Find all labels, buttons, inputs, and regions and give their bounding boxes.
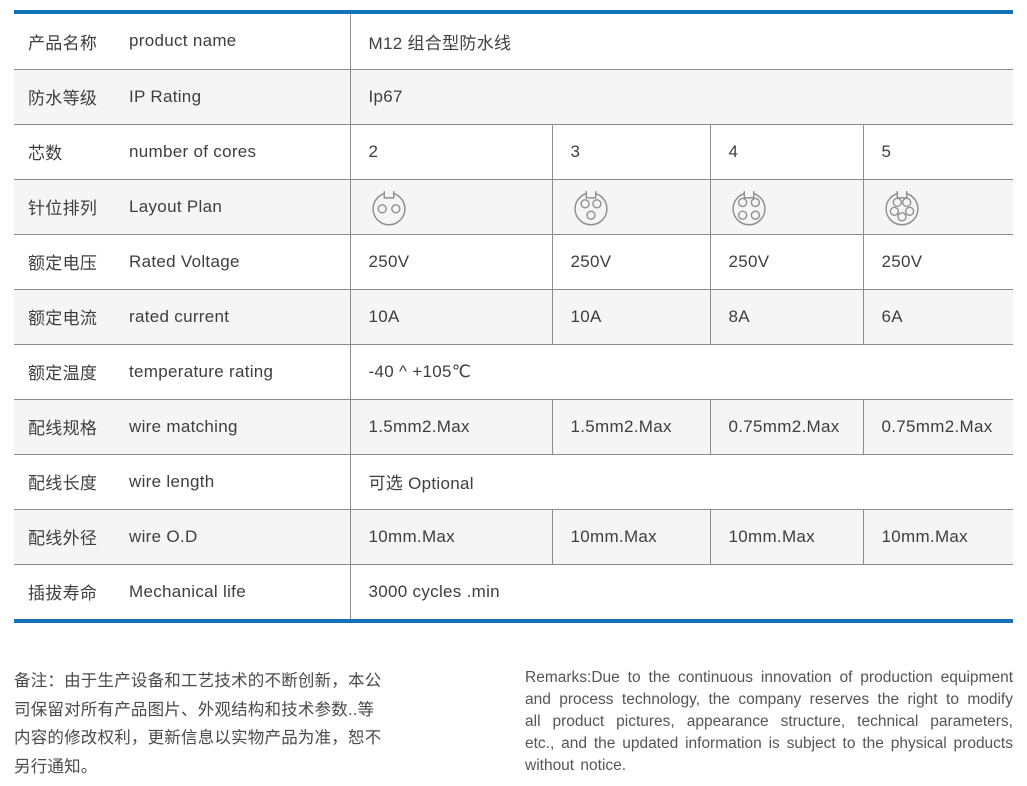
remarks-chinese: 备注：由于生产设备和工艺技术的不断创新，本公司保留对所有产品图片、外观结构和技术…	[14, 672, 382, 777]
row-value: 1.5mm2.Max	[350, 399, 553, 455]
row-value: 0.75mm2.Max	[863, 399, 1014, 455]
row-value: 0.75mm2.Max	[710, 399, 864, 455]
connector-4pin-icon	[729, 185, 769, 229]
row-label-zh: 针位排列	[14, 179, 129, 235]
row-value: 10mm.Max	[710, 509, 864, 565]
row-label-en: wire matching	[129, 399, 351, 455]
row-label-zh: 额定电压	[14, 234, 129, 290]
row-label-en: product name	[129, 14, 351, 70]
row-value: 10A	[350, 289, 553, 345]
row-label-zh: 防水等级	[14, 69, 129, 125]
table-row-wire-matching: 配线规格 wire matching 1.5mm2.Max 1.5mm2.Max…	[14, 399, 1014, 455]
row-value: 可选 Optional	[350, 454, 1014, 510]
row-value: 10mm.Max	[863, 509, 1014, 565]
spec-table: 产品名称 product name M12 组合型防水线 防水等级 IP Rat…	[14, 14, 1014, 619]
row-label-en: number of cores	[129, 124, 351, 180]
table-row-mechanical-life: 插拔寿命 Mechanical life 3000 cycles .min	[14, 564, 1014, 619]
row-value	[863, 179, 1014, 235]
spec-sheet-page: 产品名称 product name M12 组合型防水线 防水等级 IP Rat…	[0, 10, 1027, 786]
row-label-zh: 产品名称	[14, 14, 129, 70]
table-row-wire-od: 配线外径 wire O.D 10mm.Max 10mm.Max 10mm.Max…	[14, 509, 1014, 565]
row-value: 5	[863, 124, 1014, 180]
table-row-product-name: 产品名称 product name M12 组合型防水线	[14, 14, 1014, 70]
row-value: M12 组合型防水线	[350, 14, 1014, 70]
row-label-zh: 芯数	[14, 124, 129, 180]
table-row-rated-current: 额定电流 rated current 10A 10A 8A 6A	[14, 289, 1014, 345]
row-label-en: temperature rating	[129, 344, 351, 400]
row-label-en: Rated Voltage	[129, 234, 351, 290]
row-value	[710, 179, 864, 235]
row-value: 3	[552, 124, 711, 180]
row-value: 250V	[863, 234, 1014, 290]
table-row-wire-length: 配线长度 wire length 可选 Optional	[14, 454, 1014, 510]
remarks-section: 备注：由于生产设备和工艺技术的不断创新，本公司保留对所有产品图片、外观结构和技术…	[14, 667, 1013, 782]
row-value: 250V	[552, 234, 711, 290]
remarks-english: Remarks:Due to the continuous innovation…	[525, 669, 1013, 774]
row-value: 4	[710, 124, 864, 180]
row-label-zh: 额定电流	[14, 289, 129, 345]
row-label-zh: 配线外径	[14, 509, 129, 565]
table-row-number-of-cores: 芯数 number of cores 2 3 4 5	[14, 124, 1014, 180]
row-value: 1.5mm2.Max	[552, 399, 711, 455]
row-value: Ip67	[350, 69, 1014, 125]
row-label-en: wire length	[129, 454, 351, 510]
connector-5pin-icon	[882, 185, 922, 229]
row-label-en: Layout Plan	[129, 179, 351, 235]
row-label-en: wire O.D	[129, 509, 351, 565]
row-value: 2	[350, 124, 553, 180]
row-value: 6A	[863, 289, 1014, 345]
row-value: 250V	[710, 234, 864, 290]
row-value	[350, 179, 553, 235]
row-value: 10mm.Max	[552, 509, 711, 565]
connector-2pin-icon	[369, 185, 409, 229]
row-label-en: rated current	[129, 289, 351, 345]
row-label-en: Mechanical life	[129, 564, 351, 619]
row-label-zh: 配线长度	[14, 454, 129, 510]
row-label-zh: 额定温度	[14, 344, 129, 400]
row-label-zh: 插拔寿命	[28, 584, 98, 604]
row-value: 8A	[710, 289, 864, 345]
row-value: 250V	[350, 234, 553, 290]
table-row-ip-rating: 防水等级 IP Rating Ip67	[14, 69, 1014, 125]
row-value: 10mm.Max	[350, 509, 553, 565]
row-label-en: IP Rating	[129, 69, 351, 125]
row-value	[552, 179, 711, 235]
row-value: 10A	[552, 289, 711, 345]
table-row-temperature-rating: 额定温度 temperature rating -40 ^ +105℃	[14, 344, 1014, 400]
row-label-zh: 配线规格	[14, 399, 129, 455]
spec-table-container: 产品名称 product name M12 组合型防水线 防水等级 IP Rat…	[14, 10, 1014, 623]
row-value: 3000 cycles .min	[368, 581, 500, 601]
table-row-rated-voltage: 额定电压 Rated Voltage 250V 250V 250V 250V	[14, 234, 1014, 290]
connector-3pin-icon	[571, 185, 611, 229]
table-row-layout-plan: 针位排列 Layout Plan	[14, 179, 1014, 235]
row-value: -40 ^ +105℃	[350, 344, 1014, 400]
